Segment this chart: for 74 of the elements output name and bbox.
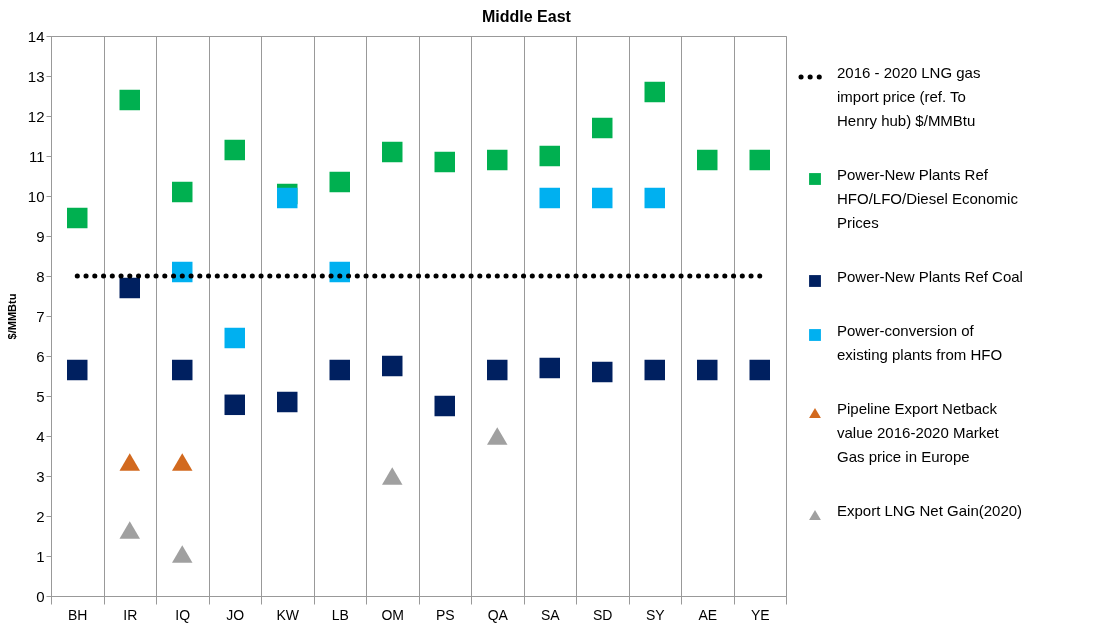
x-tick-label: SA (540, 606, 561, 623)
point (119, 89, 140, 111)
x-tick-label: BH (68, 606, 88, 623)
point (224, 327, 245, 349)
point (67, 359, 88, 381)
y-tick-label: 14 (27, 27, 45, 45)
y-tick-label: 9 (36, 227, 45, 245)
point (382, 141, 403, 163)
point (434, 151, 455, 173)
point (644, 81, 665, 103)
x-tick-label: IQ (175, 606, 191, 623)
legend-label: Export LNG Net Gain(2020) (837, 502, 1023, 519)
point (382, 467, 403, 485)
point (172, 359, 193, 381)
legend-label: 2016 - 2020 LNG gas import price (ref. To Henry hub) $/MMBtu (837, 64, 981, 129)
y-tick-label: 3 (36, 467, 45, 485)
y-tick-label: 10 (27, 187, 45, 205)
point (487, 359, 508, 381)
y-tick-label: 11 (28, 147, 45, 165)
point (67, 207, 88, 229)
point (697, 149, 718, 171)
x-tick-label: KW (276, 606, 300, 623)
y-axis-title: $/MMBtu (5, 293, 18, 340)
x-tick-label: PS (435, 606, 455, 623)
point (697, 359, 718, 381)
point (277, 391, 298, 413)
point (172, 181, 193, 203)
x-tick-label: SY (645, 606, 666, 623)
legend-label: Pipeline Export Netback value 2016-2020 Market Gas price in Europe (837, 400, 1000, 465)
x-tick-label: AE (698, 606, 718, 623)
x-tick-label: LB (331, 606, 349, 623)
point (329, 171, 350, 193)
point (592, 187, 613, 209)
point (224, 394, 245, 416)
point (539, 357, 560, 379)
legend-label: Power-New Plants Ref HFO/LFO/Diesel Economic Prices (837, 166, 1019, 231)
legend-label: Power-New Plants Ref Coal (837, 268, 1023, 285)
x-tick-label: OM (381, 606, 405, 623)
point (749, 359, 770, 381)
y-tick-label: 7 (36, 307, 45, 325)
x-tick-label: YE (750, 606, 770, 623)
point (119, 453, 140, 471)
x-tick-label: SD (593, 606, 613, 623)
y-tick-label: 1 (36, 547, 45, 565)
point (749, 149, 770, 171)
x-tick-label: IR (123, 606, 138, 623)
x-tick-label: QA (487, 606, 509, 623)
point (329, 359, 350, 381)
point (172, 453, 193, 471)
y-tick-label: 4 (36, 427, 45, 445)
x-tick-label: JO (226, 606, 245, 623)
point (172, 545, 193, 563)
point (382, 355, 403, 377)
point (119, 277, 140, 299)
point (434, 395, 455, 417)
y-tick-label: 0 (36, 587, 45, 605)
chart-title: Middle East (481, 7, 572, 25)
point (592, 117, 613, 139)
y-tick-label: 8 (36, 267, 45, 285)
y-tick-label: 6 (36, 347, 45, 365)
y-tick-label: 2 (36, 507, 45, 525)
point (487, 149, 508, 171)
point (119, 521, 140, 539)
y-tick-label: 13 (27, 67, 45, 85)
point (644, 359, 665, 381)
y-tick-label: 5 (36, 387, 45, 405)
point (539, 187, 560, 209)
point (224, 139, 245, 161)
point (644, 187, 665, 209)
point (539, 145, 560, 167)
point (487, 427, 508, 445)
point (592, 361, 613, 383)
legend-label: Power-conversion of existing plants from HFO (837, 322, 1003, 363)
y-tick-label: 12 (27, 107, 45, 125)
